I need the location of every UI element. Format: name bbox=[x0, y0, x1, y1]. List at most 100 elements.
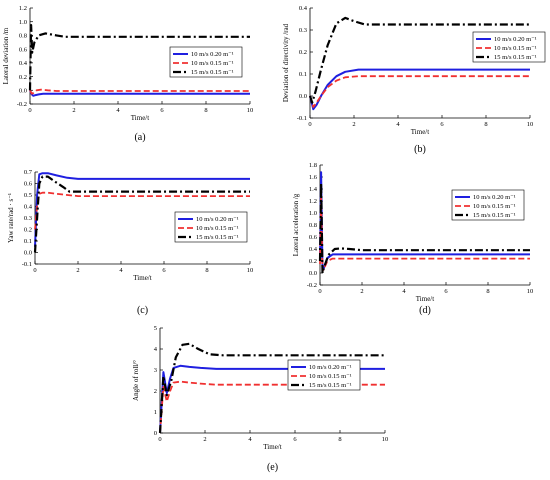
y-tick-label: 0.3 bbox=[24, 215, 32, 222]
series-line-3 bbox=[33, 175, 250, 253]
x-axis-label: Time/t bbox=[131, 114, 149, 122]
legend-label-3: 15 m/s 0.15 m⁻¹ bbox=[473, 212, 516, 219]
y-tick-label: 0.4 bbox=[19, 60, 28, 67]
y-tick-label: 0.0 bbox=[309, 270, 317, 277]
panel-caption: (c) bbox=[137, 305, 148, 316]
y-tick-label: 1.0 bbox=[19, 19, 27, 26]
y-tick-label: 1.2 bbox=[19, 5, 27, 12]
x-tick-label: 2 bbox=[72, 107, 75, 114]
x-tick-label: 8 bbox=[338, 436, 341, 443]
series-line-3 bbox=[158, 342, 385, 434]
legend-box bbox=[451, 189, 525, 221]
x-axis-label: Time/t bbox=[263, 443, 281, 451]
x-tick-label: 10 bbox=[247, 267, 254, 274]
legend-box bbox=[174, 211, 248, 243]
y-axis-label: Deviation of directivity /rad bbox=[282, 23, 290, 102]
y-tick-label: -0.2 bbox=[307, 282, 317, 289]
x-tick-label: 6 bbox=[162, 267, 166, 274]
x-axis-label: Time/t bbox=[133, 274, 151, 282]
legend-label-1: 10 m/s 0.20 m⁻¹ bbox=[473, 194, 516, 201]
y-tick-label: 5 bbox=[154, 325, 157, 332]
y-axis-label: Lateral deviation /m bbox=[2, 27, 10, 84]
legend-box bbox=[472, 31, 546, 63]
x-tick-label: 4 bbox=[119, 267, 123, 274]
chart-panel-4: 0 2 4 6 8 10 -0.2 0.0 0.2 0.4 0.6 0.8 1.0 1.2 1.4 1.6 1.… bbox=[292, 162, 533, 316]
legend-label-1: 10 m/s 0.20 m⁻¹ bbox=[196, 216, 239, 223]
chart-panel-5: 0 2 4 6 8 10 0 1 2 3 4 5 Time/t Angle of roll/° 10 m/s… bbox=[132, 325, 388, 473]
series-line-3 bbox=[308, 16, 530, 104]
legend-label-3: 15 m/s 0.15 m⁻¹ bbox=[196, 234, 239, 241]
x-tick-label: 0 bbox=[308, 121, 311, 128]
x-tick-label: 2 bbox=[352, 121, 355, 128]
y-tick-label: 0.6 bbox=[309, 234, 318, 241]
x-tick-label: 8 bbox=[486, 288, 489, 295]
y-tick-label: 0.2 bbox=[24, 227, 32, 234]
x-tick-label: 2 bbox=[360, 288, 363, 295]
x-tick-label: 0 bbox=[158, 436, 161, 443]
x-tick-label: 10 bbox=[527, 121, 534, 128]
legend-box bbox=[169, 46, 243, 78]
y-tick-label: 1 bbox=[154, 409, 157, 416]
x-axis-label: Time/t bbox=[411, 128, 429, 136]
y-tick-label: 1.6 bbox=[309, 174, 318, 181]
x-tick-label: 4 bbox=[248, 436, 252, 443]
series-line-2 bbox=[159, 380, 385, 434]
y-tick-label: 0.4 bbox=[299, 5, 308, 12]
legend-label-3: 15 m/s 0.15 m⁻¹ bbox=[309, 382, 352, 389]
y-tick-label: 3 bbox=[154, 367, 157, 374]
x-tick-label: 2 bbox=[203, 436, 206, 443]
legend: 10 m/s 0.20 m⁻¹ 10 m/s 0.15 m⁻¹ 15 m/s 0.1… bbox=[287, 359, 361, 391]
y-tick-label: 0.4 bbox=[24, 204, 33, 211]
x-tick-label: 0 bbox=[318, 288, 321, 295]
legend-label-3: 15 m/s 0.15 m⁻¹ bbox=[191, 69, 234, 76]
y-tick-label: 0.3 bbox=[299, 27, 307, 34]
y-tick-label: 4 bbox=[154, 346, 158, 353]
y-tick-label: 1.8 bbox=[309, 162, 317, 169]
y-tick-label: 0.7 bbox=[24, 169, 33, 176]
panel-caption: (b) bbox=[414, 144, 426, 155]
y-tick-label: 0.8 bbox=[309, 222, 317, 229]
x-tick-label: 6 bbox=[444, 288, 448, 295]
y-tick-label: 2 bbox=[154, 388, 157, 395]
y-tick-label: -0.2 bbox=[17, 101, 27, 108]
series-line-1 bbox=[34, 172, 250, 247]
series-line-3 bbox=[28, 24, 250, 91]
y-tick-label: 0 bbox=[154, 430, 157, 437]
legend-label-3: 15 m/s 0.15 m⁻¹ bbox=[494, 54, 537, 61]
x-tick-label: 2 bbox=[76, 267, 79, 274]
x-axis-label: Time/t bbox=[416, 295, 434, 303]
x-tick-label: 6 bbox=[440, 121, 444, 128]
y-tick-label: 1.4 bbox=[309, 186, 318, 193]
legend-label-2: 10 m/s 0.15 m⁻¹ bbox=[473, 203, 516, 210]
series-line-1 bbox=[29, 89, 250, 97]
legend: 10 m/s 0.20 m⁻¹ 10 m/s 0.15 m⁻¹ 15 m/s 0.1… bbox=[472, 31, 546, 63]
y-axis-label: Lateral acceleration /g bbox=[292, 193, 300, 256]
x-tick-label: 4 bbox=[396, 121, 400, 128]
x-tick-label: 8 bbox=[484, 121, 487, 128]
chart-panel-3: 0 2 4 6 8 10 -0.1 0.0 0.1 0.2 0.3 0.4 0.5 0.6 0.7 Time/… bbox=[7, 169, 253, 316]
series-line-3 bbox=[318, 181, 530, 275]
y-tick-label: 0.0 bbox=[24, 250, 32, 257]
x-tick-label: 4 bbox=[116, 107, 120, 114]
panel-caption: (a) bbox=[134, 132, 145, 143]
x-tick-label: 4 bbox=[402, 288, 406, 295]
x-tick-label: 0 bbox=[28, 107, 31, 114]
x-tick-label: 0 bbox=[33, 267, 36, 274]
chart-panel-1: 0 2 4 6 8 10 -0.2 0.0 0.2 0.4 0.6 0.8 1.0 1.2 Time/t La… bbox=[2, 5, 253, 143]
y-tick-label: 0.1 bbox=[24, 238, 32, 245]
y-tick-label: 0.0 bbox=[19, 87, 27, 94]
y-axis-label: Yaw rate/rad · s⁻¹ bbox=[7, 193, 15, 243]
y-tick-label: 0.0 bbox=[299, 93, 307, 100]
x-tick-label: 6 bbox=[160, 107, 164, 114]
y-tick-label: 0.1 bbox=[299, 71, 307, 78]
x-tick-label: 10 bbox=[247, 107, 254, 114]
y-tick-label: -0.1 bbox=[22, 261, 32, 268]
y-tick-label: 0.2 bbox=[299, 49, 307, 56]
y-tick-label: 0.2 bbox=[19, 74, 27, 81]
legend-box bbox=[287, 359, 361, 391]
y-tick-label: 0.2 bbox=[309, 258, 317, 265]
y-tick-label: 1.0 bbox=[309, 210, 317, 217]
x-tick-label: 8 bbox=[204, 107, 207, 114]
legend-label-1: 10 m/s 0.20 m⁻¹ bbox=[309, 364, 352, 371]
